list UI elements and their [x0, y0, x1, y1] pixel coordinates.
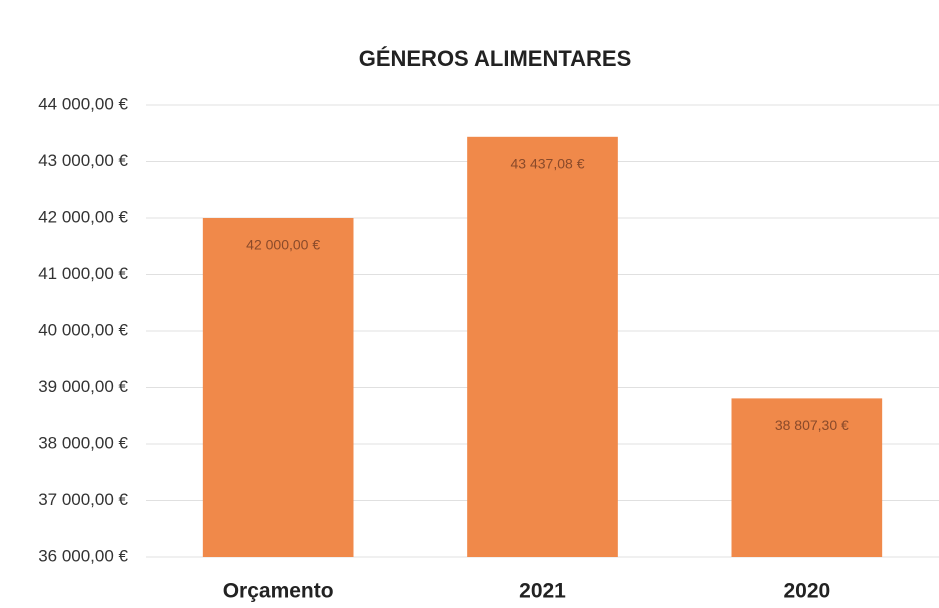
y-tick-label: 43 000,00 €	[38, 151, 128, 170]
y-tick-label: 38 000,00 €	[38, 433, 128, 452]
bar	[467, 136, 618, 557]
bar	[202, 218, 354, 557]
y-tick-label: 41 000,00 €	[38, 264, 128, 283]
value-label: 43 437,08 €	[511, 156, 585, 172]
bar	[731, 398, 883, 557]
y-tick-label: 37 000,00 €	[38, 490, 128, 509]
value-label: 42 000,00 €	[246, 237, 320, 253]
value-label: 38 807,30 €	[775, 417, 849, 433]
x-tick-label: Orçamento	[223, 580, 334, 603]
y-tick-label: 36 000,00 €	[38, 546, 128, 565]
x-tick-label: 2020	[783, 580, 830, 603]
y-tick-label: 39 000,00 €	[38, 377, 128, 396]
chart-title: GÉNEROS ALIMENTARES	[359, 46, 632, 71]
y-tick-label: 44 000,00 €	[38, 94, 128, 113]
y-tick-label: 42 000,00 €	[38, 207, 128, 226]
x-tick-label: 2021	[519, 580, 566, 603]
y-tick-label: 40 000,00 €	[38, 320, 128, 339]
